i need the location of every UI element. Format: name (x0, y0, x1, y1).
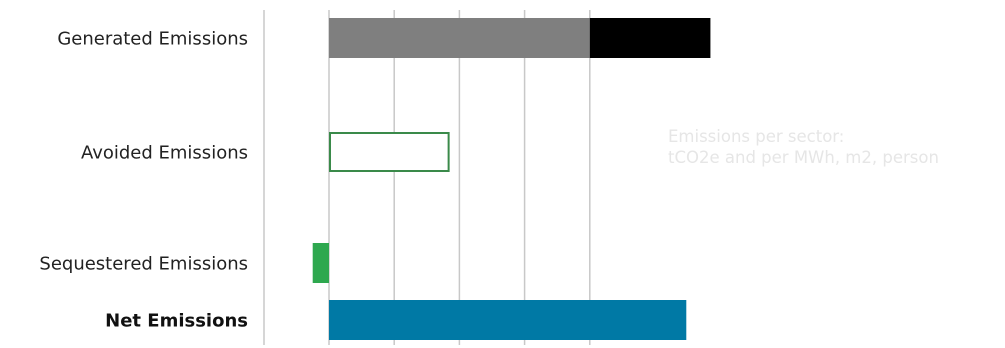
annotation-line-1: Emissions per sector: (668, 127, 845, 146)
bar-0-segment-1 (589, 18, 711, 58)
gridlines (328, 10, 591, 345)
category-label-3: Net Emissions (105, 311, 248, 332)
bar-1-segment-0 (329, 132, 450, 172)
bar-2-segment-0 (312, 243, 329, 283)
category-label-2: Sequestered Emissions (39, 254, 248, 275)
bars (312, 18, 711, 340)
category-labels: Generated Emissions Avoided Emissions Sequ… (39, 29, 248, 332)
category-label-1: Avoided Emissions (81, 143, 248, 164)
annotation-line-2: tCO2e and per MWh, m2, person (668, 148, 939, 167)
category-label-0: Generated Emissions (57, 29, 248, 50)
bar-0-segment-0 (329, 18, 590, 58)
bar-3-segment-0 (329, 300, 687, 340)
annotation-text: Emissions per sector: tCO2e and per MWh,… (668, 126, 1005, 168)
